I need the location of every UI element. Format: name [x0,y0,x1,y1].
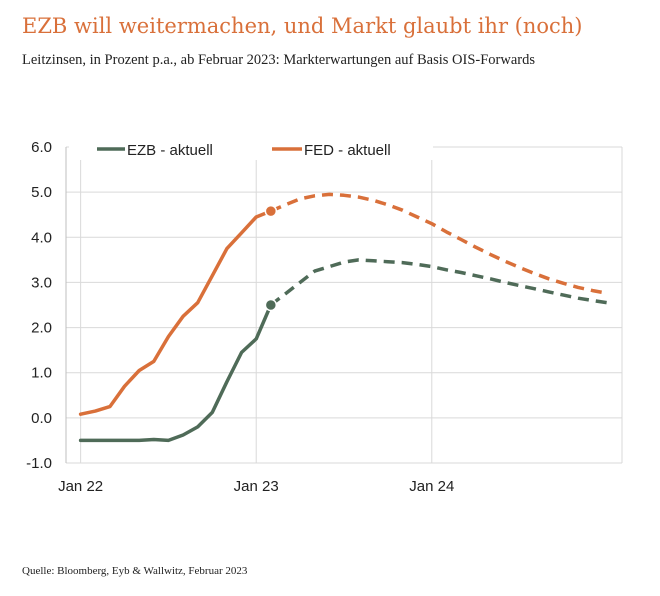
tick-layer: -1.0 0.0 1.0 2.0 3.0 4.0 5.0 6.0 Jan 22 Jan 23 Jan… [26,139,454,495]
series-line-ezb-forecast [269,258,608,307]
y-tick-label: 4.0 [31,229,52,246]
legend-label-fed: FED - aktuell [304,142,391,159]
grid-layer [65,146,623,464]
y-tick-label: 6.0 [31,139,52,156]
marker-layer [264,204,278,312]
series-line-fed-actual [78,209,273,416]
series-line-fed-forecast [270,192,608,296]
chart-subtitle: Leitzinsen, in Prozent p.a., ab Februar … [22,52,536,68]
forecast-start-marker-ezb [264,298,278,312]
y-tick-label: 3.0 [31,274,52,291]
source-note: Quelle: Bloomberg, Eyb & Wallwitz, Febru… [22,565,248,577]
series-line-ezb-actual [78,303,273,443]
forecast-start-marker-fed [264,204,278,218]
y-tick-label: 1.0 [31,365,52,382]
legend: EZB - aktuell FED - aktuell [69,137,433,160]
y-tick-label: 0.0 [31,410,52,427]
series-layer [78,192,608,443]
legend-label-ezb: EZB - aktuell [127,142,213,159]
x-tick-label: Jan 24 [409,478,454,495]
y-tick-label: 5.0 [31,184,52,201]
x-tick-label: Jan 23 [234,478,279,495]
chart-title: EZB will weitermachen, und Markt glaubt … [22,14,583,38]
legend-box [69,137,433,160]
y-tick-label: -1.0 [26,455,52,472]
x-tick-label: Jan 22 [58,478,103,495]
y-tick-label: 2.0 [31,320,52,337]
